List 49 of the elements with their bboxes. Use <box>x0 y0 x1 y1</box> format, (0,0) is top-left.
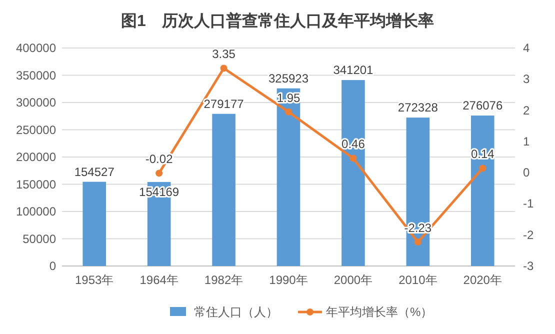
y2-tick-label: -3 <box>523 259 534 273</box>
point <box>479 164 486 172</box>
data-label: 279177 <box>204 96 244 111</box>
data-label: 0.46 <box>342 137 366 152</box>
point <box>414 238 422 246</box>
x-tick-label: 1982年 <box>204 273 244 287</box>
x-tick-label: 2000年 <box>334 273 373 287</box>
y-tick-label: 200000 <box>16 150 56 164</box>
point <box>156 170 163 177</box>
y-tick-label: 50000 <box>22 232 56 246</box>
y-tick-label: 250000 <box>16 122 56 137</box>
y-tick-label: 150000 <box>16 177 56 192</box>
bar <box>470 116 494 266</box>
y2-tick-label: 1 <box>523 134 530 148</box>
y2-tick-label: 0 <box>523 166 530 180</box>
x-tick-label: 1990年 <box>269 273 308 287</box>
data-label: 341201 <box>333 63 374 78</box>
y2-tick-label: -1 <box>523 196 534 211</box>
y2-tick-label: 2 <box>523 103 530 118</box>
data-label: 3.35 <box>212 47 236 62</box>
y2-tick-label: 3 <box>523 72 530 86</box>
data-label: 1.95 <box>276 90 300 105</box>
bar <box>342 80 365 266</box>
y2-tick-label: -2 <box>523 228 534 242</box>
y-tick-label: 350000 <box>16 68 56 82</box>
data-label: 276076 <box>462 98 503 113</box>
point <box>220 64 228 72</box>
legend-label: 常住人口（人） <box>194 305 278 319</box>
data-label: 154527 <box>74 164 115 179</box>
bar <box>276 88 300 266</box>
chart-title: 图1 历次人口普查常住人口及年平均增长率 <box>121 11 434 30</box>
point <box>350 154 357 162</box>
data-label: 272328 <box>398 100 438 115</box>
y2-tick-label: 4 <box>523 41 530 55</box>
x-tick-label: 1964年 <box>140 273 178 287</box>
data-label: 0.14 <box>470 147 495 162</box>
bar <box>212 114 236 266</box>
y-tick-label: 400000 <box>16 41 56 55</box>
point <box>285 108 292 116</box>
bar <box>82 182 106 266</box>
x-tick-label: 2010年 <box>398 273 438 287</box>
x-tick-label: 2020年 <box>463 273 502 287</box>
legend-label: 年平均增长率（%） <box>326 305 433 319</box>
y-tick-label: 0 <box>49 259 56 273</box>
y-tick-label: 300000 <box>16 96 56 110</box>
bar <box>406 118 430 266</box>
x-tick-label: 1953年 <box>75 273 114 287</box>
data-label: 325923 <box>268 71 309 86</box>
y-tick-label: 100000 <box>16 204 56 218</box>
